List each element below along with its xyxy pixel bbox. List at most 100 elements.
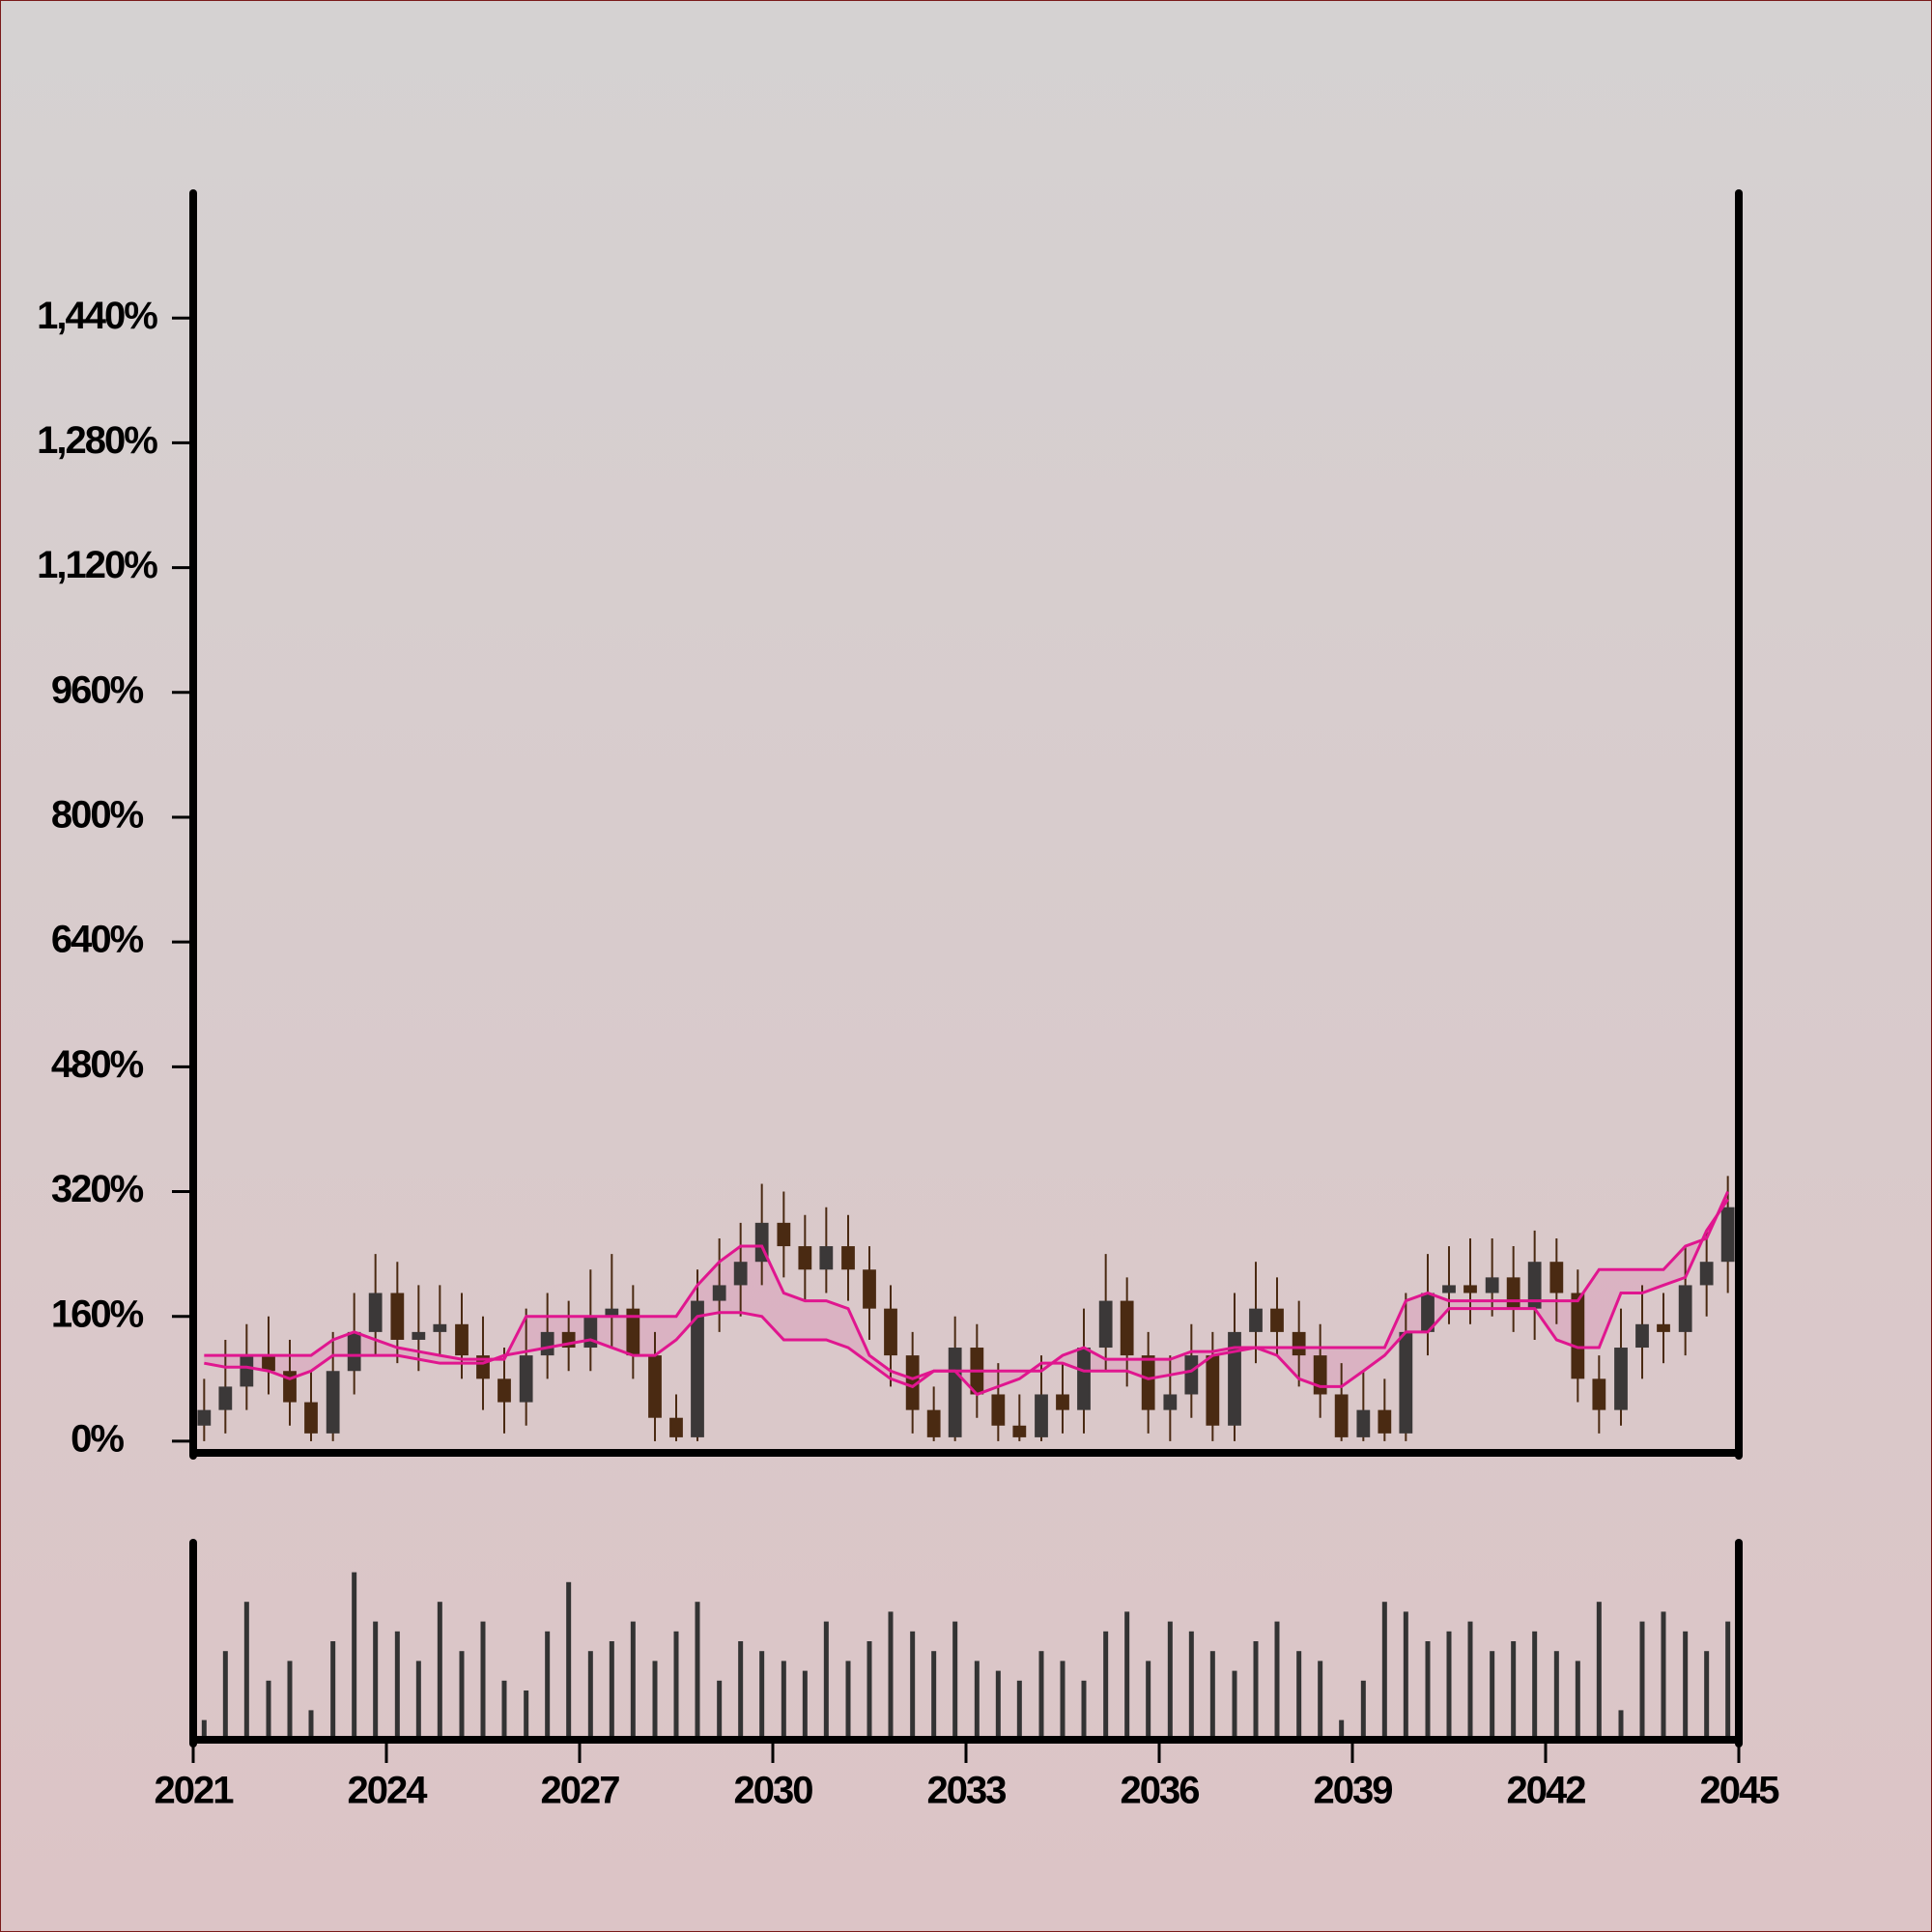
volume-bar	[266, 1680, 271, 1740]
x-tick-label: 2036	[1121, 1770, 1200, 1812]
volume-bar	[781, 1661, 786, 1740]
candle-body	[1635, 1323, 1649, 1349]
volume-bar	[717, 1680, 723, 1740]
candle-body	[648, 1355, 662, 1418]
volume-bar	[308, 1710, 314, 1740]
candle-body	[540, 1331, 554, 1356]
volume-bar	[695, 1602, 700, 1740]
x-tick-label: 2024	[348, 1770, 429, 1812]
candle-body	[1421, 1293, 1435, 1332]
candle-body	[1657, 1323, 1670, 1332]
volume-bar	[845, 1661, 851, 1740]
candle-body	[1056, 1394, 1069, 1410]
x-tick-label: 2039	[1314, 1770, 1393, 1812]
volume-bar	[802, 1670, 808, 1740]
volume-bar	[1532, 1631, 1538, 1740]
volume-bar	[1274, 1621, 1280, 1740]
volume-bar	[1232, 1670, 1237, 1740]
y-tick-label: 800%	[51, 794, 144, 837]
candle-body	[926, 1409, 941, 1437]
volume-bar	[201, 1719, 207, 1740]
volume-bar	[373, 1621, 379, 1740]
candle-body	[1399, 1331, 1413, 1434]
candle-body	[819, 1246, 834, 1270]
y-tick-label: 0%	[71, 1417, 124, 1460]
candle-body	[1485, 1277, 1499, 1293]
candle-body	[712, 1285, 726, 1301]
volume-bar	[1618, 1710, 1624, 1740]
candle-body	[1141, 1355, 1155, 1410]
candle-body	[304, 1402, 318, 1434]
candle-body	[1549, 1262, 1564, 1293]
candle-body	[326, 1371, 340, 1434]
volume-bar	[524, 1690, 529, 1740]
candle-body	[218, 1386, 233, 1410]
volume-bar	[1553, 1651, 1559, 1740]
x-tick-label: 2030	[734, 1770, 813, 1812]
candle-body	[1699, 1262, 1714, 1286]
candle-body	[1678, 1285, 1692, 1332]
volume-bar	[1403, 1611, 1408, 1740]
candle-body	[691, 1300, 704, 1437]
volume-bar	[1467, 1621, 1473, 1740]
volume-bar	[587, 1651, 593, 1740]
candle-body	[390, 1293, 405, 1340]
candle-body	[1206, 1355, 1220, 1426]
volume-bar	[1188, 1631, 1194, 1740]
candle-body	[455, 1323, 469, 1356]
x-tick-label: 2033	[927, 1770, 1007, 1812]
candle-body	[1614, 1348, 1628, 1410]
volume-bar	[673, 1631, 679, 1740]
candle-body	[197, 1409, 212, 1426]
y-tick-label: 160%	[51, 1293, 144, 1335]
y-tick-label: 640%	[51, 919, 144, 961]
candle-body	[863, 1269, 876, 1309]
volume-bar	[1511, 1641, 1517, 1740]
x-tick-label: 2045	[1700, 1770, 1780, 1812]
candle-body	[1163, 1394, 1178, 1410]
volume-bar	[1446, 1631, 1452, 1740]
volume-bar	[545, 1631, 551, 1740]
volume-bar	[1490, 1651, 1495, 1740]
candle-body	[1334, 1394, 1349, 1437]
volume-bar	[1381, 1602, 1387, 1740]
candle-body	[412, 1331, 426, 1340]
volume-bar	[952, 1621, 958, 1740]
volume-bar	[566, 1581, 572, 1740]
volume-bar	[1339, 1719, 1345, 1740]
volume-bar	[1639, 1621, 1645, 1740]
volume-bar	[1124, 1611, 1130, 1740]
volume-bar	[1661, 1611, 1666, 1740]
volume-bar	[1146, 1661, 1151, 1740]
band-line	[204, 1198, 1729, 1397]
volume-bar	[501, 1680, 507, 1740]
candle-body	[884, 1308, 897, 1356]
volume-bar	[1103, 1631, 1109, 1740]
candle-body	[1592, 1378, 1606, 1410]
candle-body	[1463, 1285, 1477, 1293]
volume-bar	[1038, 1651, 1044, 1740]
candle-body	[1270, 1308, 1284, 1332]
volume-bar	[437, 1602, 442, 1740]
candle-body	[948, 1348, 962, 1437]
candle-body	[1012, 1425, 1027, 1437]
volume-bar	[1683, 1631, 1689, 1740]
candle-body	[368, 1293, 383, 1332]
y-tick-label: 1,280%	[37, 419, 157, 462]
candle-body	[1120, 1300, 1134, 1356]
candle-body	[347, 1331, 361, 1372]
volume-bar	[287, 1661, 293, 1740]
candle-body	[1292, 1331, 1306, 1356]
y-tick-label: 320%	[51, 1168, 144, 1210]
candle-body	[798, 1246, 812, 1270]
candle-body	[733, 1262, 748, 1286]
candle-body	[1720, 1207, 1735, 1263]
volume-bar	[1253, 1641, 1259, 1740]
volume-bar	[1425, 1641, 1431, 1740]
candle-body	[1378, 1409, 1392, 1434]
candle-body	[991, 1394, 1006, 1426]
volume-bar	[1167, 1621, 1173, 1740]
